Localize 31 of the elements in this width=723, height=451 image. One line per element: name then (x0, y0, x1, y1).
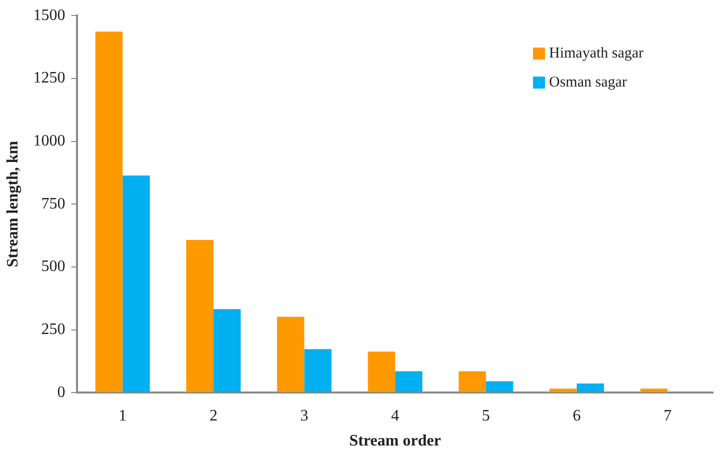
bar (486, 381, 514, 392)
bar (213, 309, 241, 392)
legend-label: Osman sagar (549, 74, 627, 91)
bar (368, 352, 396, 392)
bar (640, 388, 668, 392)
bar (550, 388, 577, 392)
x-axis-title: Stream order (349, 432, 441, 450)
x-tick-label: 7 (664, 407, 672, 424)
bar (186, 240, 214, 392)
bar (122, 175, 150, 392)
y-tick-label: 500 (41, 258, 66, 276)
legend-label: Himayath sagar (549, 46, 644, 62)
x-tick-label: 3 (300, 407, 308, 424)
bar (95, 32, 123, 392)
y-tick-label: 750 (41, 195, 66, 212)
x-tick-label: 1 (118, 407, 127, 424)
y-axis-title: Stream length, km (4, 140, 22, 268)
x-tick-label: 2 (209, 407, 218, 424)
y-tick-label: 1000 (33, 132, 66, 150)
x-tick-label: 6 (572, 407, 581, 424)
y-tick-label: 1500 (33, 6, 66, 24)
y-tick-label: 0 (57, 384, 66, 401)
bar (576, 384, 604, 392)
bar (304, 349, 332, 392)
x-tick-label: 4 (391, 407, 400, 424)
y-tick-label: 1250 (33, 70, 66, 87)
x-tick-label: 5 (482, 407, 490, 424)
bar (277, 316, 304, 392)
bar (395, 371, 422, 392)
bar (458, 371, 486, 392)
y-tick-label: 250 (41, 320, 66, 338)
